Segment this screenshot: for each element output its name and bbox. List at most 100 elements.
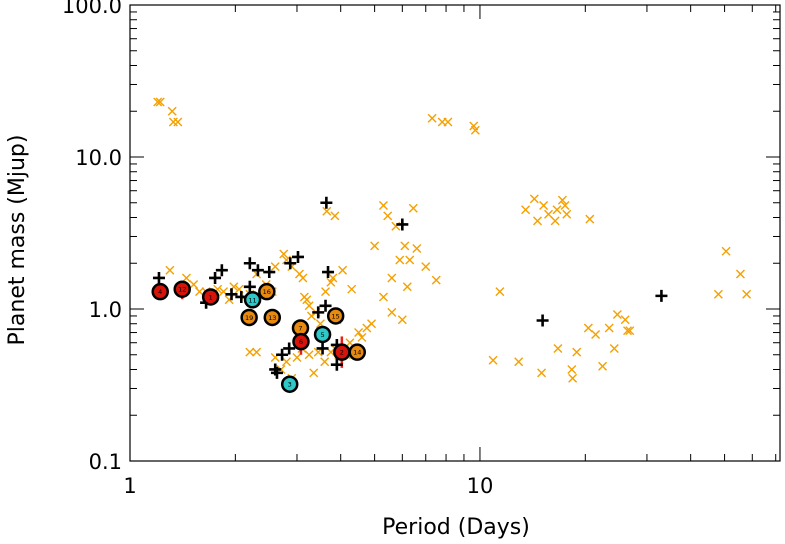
labelled-circle-marker [243, 291, 262, 309]
orange-cross-point [330, 211, 340, 221]
labelled-circle-marker [173, 280, 191, 298]
circle-marker-label: 15 [332, 312, 340, 320]
black-plus-point [243, 280, 256, 293]
orange-cross-point [245, 347, 255, 357]
orange-cross-point [309, 368, 319, 378]
circle-marker-label: 4 [158, 288, 162, 296]
orange-cross-point [408, 203, 418, 213]
orange-cross-point [550, 216, 560, 226]
orange-cross-point [721, 246, 731, 256]
orange-cross-point [612, 310, 622, 319]
black-plus-point [396, 218, 409, 231]
black-plus-point [330, 358, 343, 371]
orange-cross-point [304, 301, 314, 311]
black-plus-point [225, 288, 238, 301]
circle-marker-label: 11 [248, 296, 256, 304]
orange-cross-point [383, 211, 393, 221]
orange-cross-point [387, 307, 397, 317]
x-tick-label: 10 [467, 474, 494, 498]
orange-cross-point [572, 347, 582, 357]
black-plus-point [316, 342, 329, 355]
orange-cross-point [370, 241, 380, 251]
orange-cross-point [742, 289, 752, 299]
orange-cross-point [387, 273, 397, 283]
black-plus-point [276, 348, 289, 361]
orange-cross-point [347, 284, 357, 294]
orange-cross-point [427, 113, 437, 123]
y-tick-label: 10.0 [75, 146, 122, 170]
circle-marker-label: 6 [299, 338, 303, 346]
orange-cross-point [302, 295, 312, 305]
orange-cross-point [402, 282, 412, 292]
circle-marker-label: 16 [263, 288, 271, 296]
labelled-circle-marker [151, 282, 169, 301]
y-axis-title-group: Planet mass (Mjup) [5, 135, 30, 346]
black-plus-point [291, 250, 304, 263]
orange-cross-point [620, 315, 630, 325]
orange-cross-point [568, 373, 578, 383]
orange-cross-point [598, 361, 608, 371]
labelled-circle-marker [263, 308, 282, 327]
labelled-circle-marker [258, 282, 276, 301]
orange-cross-point [539, 200, 549, 210]
orange-cross-point [173, 117, 183, 127]
black-plus-point [536, 314, 549, 327]
orange-cross-point [713, 289, 723, 299]
circle-marker-label: 13 [268, 314, 276, 322]
orange-cross-point [322, 206, 332, 216]
circle-marker-label: 19 [245, 314, 253, 322]
orange-cross-point [421, 262, 431, 272]
black-plus-point [251, 264, 264, 277]
orange-cross-point [252, 347, 262, 357]
orange-cross-point [155, 97, 165, 107]
orange-cross-point [320, 357, 330, 367]
orange-cross-point [521, 205, 531, 215]
orange-cross-point [378, 292, 388, 302]
orange-cross-point [604, 323, 614, 333]
labelled-circle-marker [348, 343, 366, 361]
orange-cross-point [292, 352, 302, 362]
black-plus-point [270, 366, 283, 379]
labelled-circle-marker [280, 375, 299, 393]
x-axis-title: Period (Days) [382, 515, 530, 540]
orange-cross-point [357, 332, 367, 342]
black-plus-point [209, 271, 222, 284]
labelled-circle-marker [326, 307, 345, 325]
orange-cross-point [431, 275, 441, 285]
orange-cross-point [560, 200, 570, 210]
orange-cross-point [270, 262, 280, 272]
orange-cross-point [735, 269, 745, 279]
orange-cross-point [400, 241, 410, 251]
orange-cross-point [488, 355, 498, 365]
orange-cross-point [281, 357, 291, 367]
plot-frame [129, 4, 781, 462]
circle-marker-label: 3 [288, 381, 292, 389]
orange-cross-point [167, 106, 177, 116]
x-axis-title-group: Period (Days) [382, 515, 530, 540]
black-plus-point [283, 342, 296, 355]
orange-cross-point [304, 350, 314, 360]
black-plus-point [152, 271, 165, 284]
circle-marker-label: 12 [178, 286, 186, 294]
circle-marker-label: 14 [353, 349, 361, 357]
orange-cross-point [395, 255, 405, 265]
labelled-circle-marker [201, 288, 220, 306]
circle-marker-label: 1 [209, 293, 213, 301]
orange-cross-point [562, 209, 572, 219]
orange-cross-point [609, 343, 619, 353]
orange-cross-point [443, 117, 453, 127]
orange-cross-point [537, 368, 547, 378]
black-plus-point [263, 266, 276, 279]
orange-cross-point [495, 287, 505, 297]
black-plus-point [243, 257, 256, 270]
x-tick-label: 1 [123, 474, 136, 498]
orange-cross-point [585, 214, 595, 224]
orange-cross-point [321, 287, 331, 297]
y-tick-label: 100.0 [62, 0, 122, 18]
orange-cross-point [338, 265, 348, 275]
orange-cross-point [553, 343, 563, 353]
orange-cross-point [567, 364, 577, 374]
orange-cross-point [557, 195, 567, 205]
